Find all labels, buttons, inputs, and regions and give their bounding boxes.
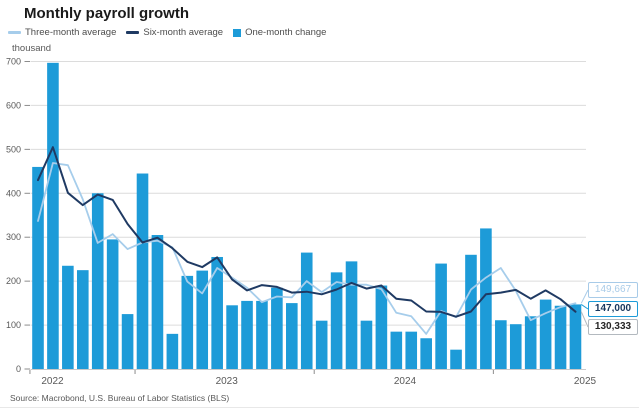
callout-three-month-average: 149,667 — [588, 282, 638, 298]
one-month-change-bar — [151, 235, 164, 369]
one-month-change-bar — [315, 320, 328, 369]
one-month-change-bar — [62, 265, 74, 369]
callout-connector — [580, 289, 589, 304]
one-month-change-bar — [524, 316, 537, 369]
callout-connector — [580, 303, 589, 310]
one-month-bar-icon — [233, 28, 242, 37]
one-month-change-bar — [300, 252, 313, 369]
one-month-change-bar — [47, 62, 59, 369]
chart-legend: Three-month average Six-month average On… — [8, 27, 326, 38]
one-month-change-bar — [196, 270, 209, 369]
one-month-change-bar — [76, 270, 89, 369]
legend-item-three-month: Three-month average — [8, 27, 116, 38]
six-month-line-icon — [126, 31, 140, 34]
x-year-label: 2023 — [216, 376, 239, 387]
one-month-change-bar — [360, 320, 373, 369]
y-tick-label: 0 — [16, 364, 21, 374]
one-month-change-bar — [569, 304, 582, 369]
one-month-change-bar — [420, 338, 432, 369]
one-month-change-bar — [121, 314, 134, 369]
y-tick-label: 600 — [6, 100, 21, 110]
six-month-average-line — [37, 146, 577, 318]
one-month-change-bar — [106, 239, 119, 369]
one-month-change-bar — [32, 166, 44, 369]
y-tick-label: 200 — [6, 276, 21, 286]
x-year-label: 2022 — [41, 376, 64, 387]
y-tick-label: 100 — [6, 320, 21, 330]
y-axis-unit-label: thousand — [12, 43, 52, 54]
legend-label: Six-month average — [143, 27, 224, 38]
one-month-change-bar — [450, 349, 462, 369]
one-month-change-bar — [256, 300, 268, 369]
one-month-change-bar — [435, 263, 447, 369]
y-tick-label: 300 — [6, 232, 21, 242]
one-month-change-bar — [390, 331, 403, 369]
one-month-change-bar — [226, 305, 238, 369]
one-month-change-bar — [495, 320, 507, 369]
legend-label: Three-month average — [25, 27, 117, 38]
one-month-change-bar — [330, 272, 343, 369]
one-month-change-bar — [91, 193, 104, 369]
one-month-change-bar — [480, 228, 492, 369]
legend-label: One-month change — [245, 27, 327, 38]
legend-item-one-month: One-month change — [233, 27, 326, 38]
one-month-change-bar — [539, 299, 552, 369]
one-month-change-bar — [286, 303, 298, 369]
divider — [0, 407, 639, 408]
one-month-change-bar — [405, 331, 418, 369]
chart-title: Monthly payroll growth — [24, 5, 189, 22]
one-month-change-bar — [375, 285, 388, 369]
callout-six-month-average: 130,333 — [588, 319, 638, 335]
one-month-change-bar — [554, 305, 567, 369]
y-tick-label: 400 — [6, 188, 21, 198]
legend-item-six-month: Six-month average — [126, 27, 223, 38]
one-month-change-bar — [345, 261, 358, 369]
y-tick-label: 500 — [6, 144, 21, 154]
one-month-change-bar — [241, 300, 253, 369]
one-month-change-bar — [509, 324, 522, 369]
callout-one-month-change: 147,000 — [588, 301, 638, 317]
one-month-change-bar — [181, 275, 194, 369]
three-month-average-line — [37, 162, 577, 335]
x-year-label: 2025 — [574, 376, 597, 387]
x-year-label: 2024 — [394, 376, 417, 387]
source-note: Source: Macrobond, U.S. Bureau of Labor … — [10, 393, 230, 403]
callout-connector — [580, 311, 589, 328]
three-month-line-icon — [8, 31, 21, 34]
one-month-change-bar — [211, 256, 223, 369]
one-month-change-bar — [136, 173, 149, 369]
one-month-change-bar — [271, 287, 283, 369]
one-month-change-bar — [166, 333, 179, 369]
y-tick-label: 700 — [6, 57, 21, 67]
